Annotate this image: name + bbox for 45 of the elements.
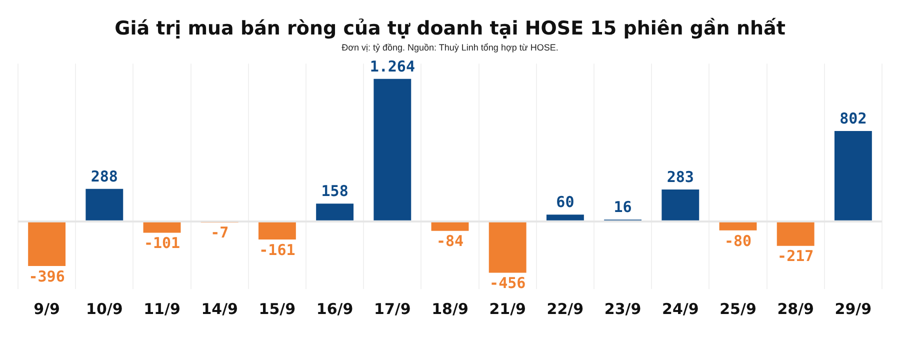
x-tick-label: 29/9 bbox=[834, 300, 872, 318]
bar bbox=[431, 222, 469, 231]
chart-subtitle: Đơn vị: tỷ đồng. Nguồn: Thuỳ Linh tổng hợp từ HOSE. bbox=[342, 42, 558, 53]
x-tick-label: 23/9 bbox=[604, 300, 642, 318]
data-label: -84 bbox=[436, 232, 464, 250]
x-tick-label: 10/9 bbox=[86, 300, 123, 318]
x-tick-label: 17/9 bbox=[374, 300, 411, 318]
bar bbox=[258, 222, 296, 240]
bar bbox=[776, 222, 814, 246]
data-label: 16 bbox=[614, 198, 632, 216]
bar bbox=[546, 214, 584, 220]
data-label: 288 bbox=[90, 167, 118, 186]
data-label: -161 bbox=[259, 240, 296, 259]
data-label: 1.264 bbox=[370, 57, 415, 76]
x-tick-label: 24/9 bbox=[662, 300, 699, 318]
x-tick-label: 21/9 bbox=[489, 300, 526, 318]
data-label: 283 bbox=[666, 168, 694, 186]
x-tick-label: 22/9 bbox=[546, 300, 584, 318]
x-tick-label: 15/9 bbox=[258, 300, 296, 318]
data-label: -101 bbox=[144, 234, 180, 252]
bar bbox=[662, 189, 700, 220]
data-label: -7 bbox=[210, 224, 229, 242]
data-label: -396 bbox=[28, 267, 65, 286]
data-label: 60 bbox=[556, 193, 574, 212]
bar bbox=[374, 78, 412, 220]
x-tick-label: 11/9 bbox=[144, 300, 180, 318]
data-label: -80 bbox=[724, 232, 752, 250]
x-tick-label: 9/9 bbox=[34, 300, 60, 318]
data-label: 158 bbox=[321, 182, 348, 200]
bar bbox=[316, 204, 354, 220]
data-label: -456 bbox=[490, 274, 526, 292]
x-tick-label: 16/9 bbox=[316, 300, 354, 318]
bar bbox=[488, 222, 526, 273]
x-tick-label: 14/9 bbox=[201, 300, 238, 318]
chart-title: Giá trị mua bán ròng của tự doanh tại HOSE 15 phiên gần nhất bbox=[114, 17, 786, 40]
data-label: 802 bbox=[840, 109, 867, 128]
x-tick-label: 25/9 bbox=[720, 300, 756, 318]
x-tick-label: 28/9 bbox=[777, 300, 814, 318]
data-label: -217 bbox=[778, 247, 814, 266]
x-tick-label: 18/9 bbox=[432, 300, 468, 318]
bar bbox=[28, 222, 66, 266]
bar bbox=[86, 188, 124, 220]
bar bbox=[834, 130, 872, 220]
bar bbox=[143, 222, 181, 233]
bar bbox=[719, 222, 757, 230]
